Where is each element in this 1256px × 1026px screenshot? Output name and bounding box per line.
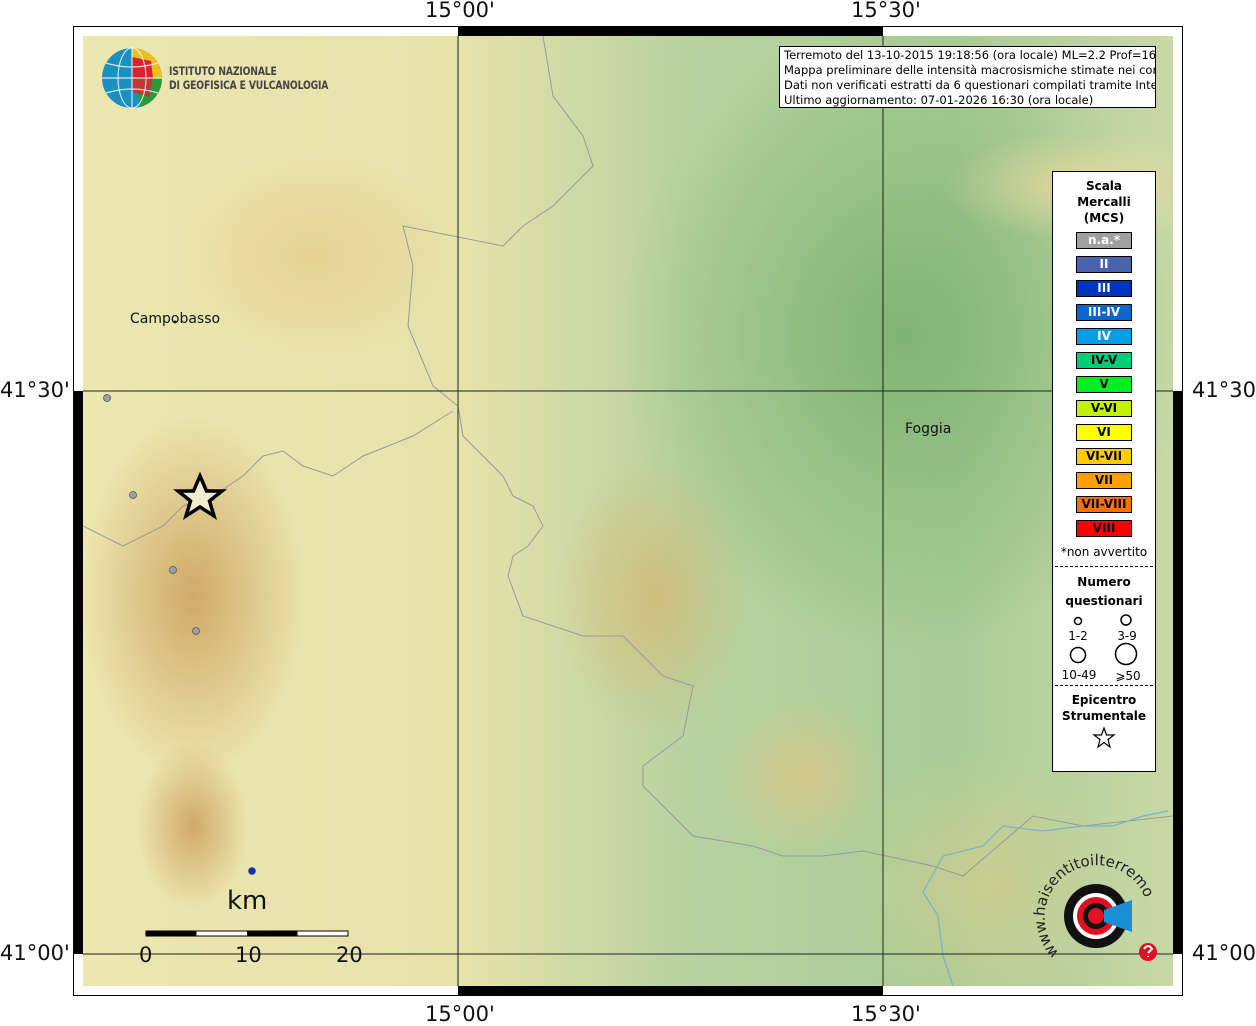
city-label-foggia: Foggia — [905, 421, 952, 437]
lon-label-top: 15°00' — [425, 0, 495, 22]
lat-label-right: 41°30' — [1192, 378, 1256, 402]
observation-point[interactable] — [248, 867, 256, 875]
intensity-swatch: IV-V — [1076, 352, 1132, 369]
intensity-swatch: V — [1076, 376, 1132, 393]
intensity-swatch: IV — [1076, 328, 1132, 345]
count-title: Numero — [1077, 575, 1131, 589]
legend-title: Mercalli — [1077, 195, 1131, 209]
lat-label-left: 41°30' — [0, 378, 70, 402]
observation-points — [103, 394, 256, 875]
count-label: 3-9 — [1117, 629, 1137, 643]
legend-title: Scala — [1085, 179, 1123, 193]
frame-segment — [458, 986, 883, 996]
frame-segment — [1173, 391, 1183, 954]
legend: Scala Mercalli (MCS) n.a.* II III III-IV IV I… — [1052, 171, 1156, 772]
observation-point[interactable] — [103, 394, 111, 402]
circle-small-icon — [1073, 616, 1083, 626]
intensity-swatch: VIII — [1076, 520, 1132, 537]
divider — [1055, 566, 1153, 567]
lat-label-right: 41°00' — [1192, 941, 1256, 965]
legend-footnote: *non avvertito — [1060, 545, 1148, 559]
admin-boundaries — [83, 36, 1173, 877]
map-canvas[interactable] — [83, 36, 1173, 986]
ingv-name-line1: ISTITUTO NAZIONALE — [169, 64, 277, 78]
scale-unit: km — [227, 886, 268, 916]
frame-segment — [458, 26, 883, 36]
info-line: Terremoto del 13-10-2015 19:18:56 (ora l… — [784, 48, 1156, 62]
circle-large-icon — [1069, 646, 1087, 664]
lon-label-top: 15°30' — [851, 0, 921, 22]
epicenter-title: Strumentale — [1061, 709, 1147, 723]
legend-title: (MCS) — [1083, 211, 1125, 225]
megaphone-icon — [1104, 900, 1132, 932]
circle-xlarge-icon — [1114, 642, 1138, 666]
event-info-box: Terremoto del 13-10-2015 19:18:56 (ora l… — [779, 46, 1156, 108]
intensity-swatch: VII-VIII — [1076, 496, 1132, 513]
intensity-swatch: VI — [1076, 424, 1132, 441]
info-line: Mappa preliminare delle intensità macros… — [784, 63, 1156, 77]
lat-label-left: 41°00' — [0, 941, 70, 965]
info-line: Ultimo aggiornamento: 07-01-2026 16:30 (… — [784, 93, 1094, 107]
scale-tick-label: 20 — [336, 943, 363, 967]
intensity-swatch: III-IV — [1076, 304, 1132, 321]
intensity-swatch: V-VI — [1076, 400, 1132, 417]
frame-segment — [73, 391, 83, 954]
count-title: questionari — [1065, 594, 1143, 608]
observation-point[interactable] — [129, 491, 137, 499]
intensity-swatch: II — [1076, 256, 1132, 273]
intensity-swatch: III — [1076, 280, 1132, 297]
scale-tick-label: 0 — [139, 943, 153, 967]
epicenter-title: Epicentro — [1071, 693, 1137, 707]
intensity-swatch: VI-VII — [1076, 448, 1132, 465]
map-overlay — [83, 36, 1173, 986]
city-marker-campobasso — [173, 320, 177, 324]
circle-medium-icon — [1120, 614, 1132, 626]
star-icon — [1092, 726, 1116, 749]
scale-tick-label: 10 — [235, 943, 262, 967]
intensity-swatch: n.a.* — [1076, 232, 1132, 249]
river — [922, 810, 1169, 986]
scale-bar — [145, 930, 349, 937]
intensity-swatches: n.a.* II III III-IV IV IV-V V V-VI VI VI-VII VII VI… — [1053, 232, 1155, 537]
info-line: Dati non verificati estratti da 6 questi… — [784, 78, 1156, 92]
lon-label-bottom: 15°30' — [851, 1002, 921, 1026]
lon-label-bottom: 15°00' — [425, 1002, 495, 1026]
graticule — [83, 36, 1173, 986]
divider — [1055, 685, 1153, 686]
count-label: ⩾50 — [1115, 669, 1140, 683]
count-label: 10-49 — [1062, 668, 1097, 682]
ingv-logo: ISTITUTO NAZIONALE DI GEOFISICA E VULCANO… — [101, 47, 368, 109]
globe-icon — [102, 47, 163, 109]
count-symbols: 1-2 3-9 10-49 ⩾50 — [1062, 614, 1141, 683]
city-label-campobasso: Campobasso — [130, 311, 221, 327]
ingv-name-line2: DI GEOFISICA E VULCANOLOGIA — [169, 78, 329, 92]
haisentito-logo: www.haisentitoilterremoto.it — [1026, 836, 1170, 984]
observation-point[interactable] — [192, 627, 200, 635]
epicenter-star-icon — [173, 471, 227, 521]
observation-point[interactable] — [169, 566, 177, 574]
count-label: 1-2 — [1068, 629, 1088, 643]
intensity-swatch: VII — [1076, 472, 1132, 489]
